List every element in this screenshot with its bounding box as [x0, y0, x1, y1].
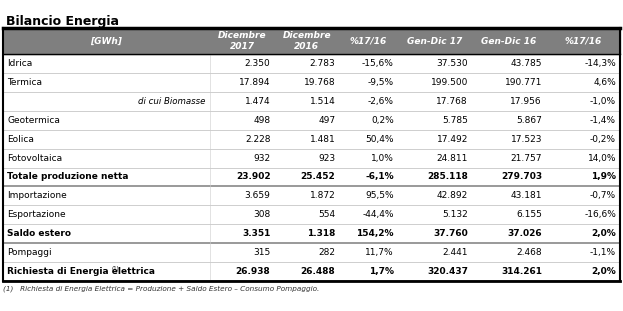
Text: Fotovoltaica: Fotovoltaica [7, 154, 62, 163]
Text: %17/16: %17/16 [564, 36, 602, 45]
Text: 1.318: 1.318 [307, 229, 335, 238]
Text: Saldo estero: Saldo estero [7, 229, 71, 238]
Text: 0,2%: 0,2% [371, 116, 394, 125]
Text: 37.760: 37.760 [433, 229, 468, 238]
Text: 2.441: 2.441 [442, 248, 468, 257]
Text: 17.768: 17.768 [436, 97, 468, 106]
Text: 50,4%: 50,4% [365, 135, 394, 144]
Text: 21.757: 21.757 [510, 154, 542, 163]
Text: 923: 923 [318, 154, 335, 163]
Text: 320.437: 320.437 [427, 267, 468, 276]
Text: -16,6%: -16,6% [584, 210, 616, 219]
Text: 23.902: 23.902 [236, 173, 270, 181]
Text: 285.118: 285.118 [427, 173, 468, 181]
Text: 43.181: 43.181 [510, 191, 542, 200]
Text: 6.155: 6.155 [516, 210, 542, 219]
Text: 24.811: 24.811 [437, 154, 468, 163]
Text: 190.771: 190.771 [505, 78, 542, 87]
Text: 17.523: 17.523 [510, 135, 542, 144]
Text: 26.488: 26.488 [300, 267, 335, 276]
Text: 37.530: 37.530 [436, 59, 468, 68]
Text: 2.228: 2.228 [245, 135, 270, 144]
Text: Dicembre
2016: Dicembre 2016 [283, 31, 331, 51]
Text: -2,6%: -2,6% [368, 97, 394, 106]
Text: 1.514: 1.514 [310, 97, 335, 106]
Text: 14,0%: 14,0% [587, 154, 616, 163]
Text: 1.481: 1.481 [310, 135, 335, 144]
Text: Esportazione: Esportazione [7, 210, 65, 219]
Text: Termica: Termica [7, 78, 42, 87]
Text: 1,7%: 1,7% [369, 267, 394, 276]
Text: Dicembre
2017: Dicembre 2017 [218, 31, 267, 51]
Text: 26.938: 26.938 [235, 267, 270, 276]
Text: 43.785: 43.785 [510, 59, 542, 68]
Text: -44,4%: -44,4% [363, 210, 394, 219]
Text: di cui Biomasse: di cui Biomasse [138, 97, 206, 106]
Text: Totale produzione netta: Totale produzione netta [7, 173, 128, 181]
Text: 2,0%: 2,0% [591, 229, 616, 238]
Text: 282: 282 [318, 248, 335, 257]
Text: -6,1%: -6,1% [365, 173, 394, 181]
Text: 554: 554 [318, 210, 335, 219]
Text: 42.892: 42.892 [437, 191, 468, 200]
Text: 17.492: 17.492 [437, 135, 468, 144]
Text: 3.659: 3.659 [245, 191, 270, 200]
Text: 5.867: 5.867 [516, 116, 542, 125]
Text: 279.703: 279.703 [501, 173, 542, 181]
Text: 1,9%: 1,9% [591, 173, 616, 181]
Text: Gen-Dic 16: Gen-Dic 16 [482, 36, 536, 45]
Text: 1,0%: 1,0% [371, 154, 394, 163]
Text: 498: 498 [254, 116, 270, 125]
Text: 1.872: 1.872 [310, 191, 335, 200]
Text: 154,2%: 154,2% [356, 229, 394, 238]
Text: Richiesta di Energia elettrica: Richiesta di Energia elettrica [7, 267, 155, 276]
Text: -9,5%: -9,5% [368, 78, 394, 87]
Text: Eolica: Eolica [7, 135, 34, 144]
Text: (1): (1) [112, 266, 120, 271]
Text: 315: 315 [253, 248, 270, 257]
Text: 2.783: 2.783 [310, 59, 335, 68]
Text: 5.785: 5.785 [442, 116, 468, 125]
Bar [3, 28, 620, 54]
Text: 4,6%: 4,6% [593, 78, 616, 87]
Text: -15,6%: -15,6% [362, 59, 394, 68]
Text: Pompaggi: Pompaggi [7, 248, 52, 257]
Text: -0,7%: -0,7% [590, 191, 616, 200]
Text: Bilancio Energia: Bilancio Energia [6, 15, 119, 28]
Text: 37.026: 37.026 [507, 229, 542, 238]
Text: 5.132: 5.132 [442, 210, 468, 219]
Text: 497: 497 [318, 116, 335, 125]
Text: 17.956: 17.956 [510, 97, 542, 106]
Text: Idrica: Idrica [7, 59, 32, 68]
Text: %17/16: %17/16 [350, 36, 388, 45]
Text: 1.474: 1.474 [245, 97, 270, 106]
Text: 314.261: 314.261 [501, 267, 542, 276]
Text: Importazione: Importazione [7, 191, 67, 200]
Text: 95,5%: 95,5% [365, 191, 394, 200]
Text: 2.468: 2.468 [516, 248, 542, 257]
Text: 25.452: 25.452 [300, 173, 335, 181]
Text: 2,0%: 2,0% [591, 267, 616, 276]
Text: -1,1%: -1,1% [590, 248, 616, 257]
Text: 19.768: 19.768 [303, 78, 335, 87]
Text: -1,0%: -1,0% [590, 97, 616, 106]
Text: -0,2%: -0,2% [590, 135, 616, 144]
Text: 17.894: 17.894 [239, 78, 270, 87]
Text: 2.350: 2.350 [245, 59, 270, 68]
Text: (1)   Richiesta di Energia Elettrica = Produzione + Saldo Estero – Consumo Pompa: (1) Richiesta di Energia Elettrica = Pro… [3, 285, 319, 292]
Text: 11,7%: 11,7% [365, 248, 394, 257]
Text: 199.500: 199.500 [430, 78, 468, 87]
Text: 308: 308 [253, 210, 270, 219]
Text: -1,4%: -1,4% [590, 116, 616, 125]
Text: -14,3%: -14,3% [584, 59, 616, 68]
Text: [GWh]: [GWh] [90, 36, 122, 45]
Text: Geotermica: Geotermica [7, 116, 60, 125]
Text: Gen-Dic 17: Gen-Dic 17 [407, 36, 462, 45]
Text: 932: 932 [254, 154, 270, 163]
Text: 3.351: 3.351 [242, 229, 270, 238]
